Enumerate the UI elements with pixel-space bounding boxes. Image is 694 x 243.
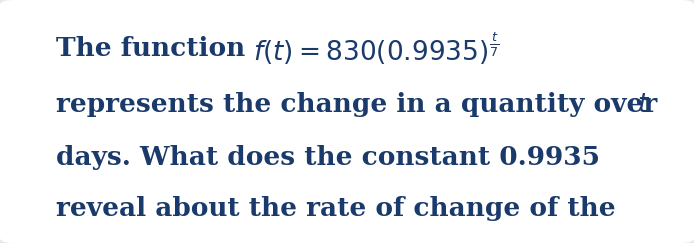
Text: days. What does the constant 0.9935: days. What does the constant 0.9935 xyxy=(56,146,600,170)
Text: $t$: $t$ xyxy=(637,92,650,117)
Text: $f(t) = 830(0.9935)^{\frac{t}{7}}$: $f(t) = 830(0.9935)^{\frac{t}{7}}$ xyxy=(253,31,500,67)
Text: reveal about the rate of change of the: reveal about the rate of change of the xyxy=(56,197,615,221)
Text: The function: The function xyxy=(56,36,254,61)
Text: represents the change in a quantity over: represents the change in a quantity over xyxy=(56,92,666,117)
